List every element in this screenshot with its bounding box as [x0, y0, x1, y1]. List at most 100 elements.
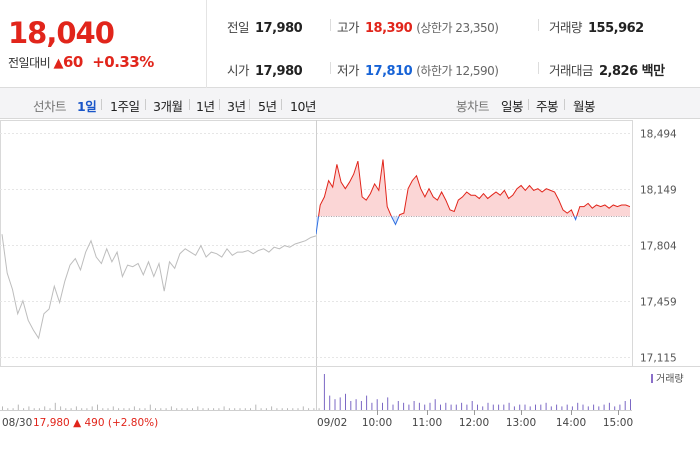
volume-bar	[339, 397, 341, 410]
tab-weekly-candle[interactable]: 주봉	[536, 99, 559, 114]
tab-1year[interactable]: 1년	[196, 99, 215, 114]
volume-bar	[118, 408, 120, 410]
stat-label: 저가	[337, 63, 360, 78]
volume-bar	[160, 408, 162, 410]
prev-session-summary: 17,980 ▲ 490 (+2.80%)	[33, 417, 158, 429]
volume-bar	[566, 404, 568, 410]
fall-area	[316, 216, 630, 235]
x-tick-label: 11:00	[412, 417, 442, 429]
stock-header: 18,040 전일대비 ▲60 +0.33% 전일 17,980 고가 18,390…	[0, 0, 700, 88]
volume-bar	[323, 374, 325, 410]
volume-bar	[360, 401, 362, 410]
divider	[330, 19, 331, 31]
stat-sub: (하한가 12,590)	[416, 64, 499, 78]
current-price: 18,040	[8, 16, 115, 50]
stat-prev-close: 전일 17,980	[227, 17, 303, 36]
volume-bar	[413, 401, 415, 410]
stat-value: 17,980	[255, 21, 303, 36]
volume-bar	[197, 406, 199, 410]
volume-bar	[598, 406, 600, 410]
volume-bar	[223, 406, 225, 410]
stat-label: 전일	[227, 20, 250, 35]
volume-bar	[508, 402, 510, 410]
volume-bar	[535, 404, 536, 410]
volume-bar	[2, 406, 3, 410]
x-tick-label: 10:00	[362, 417, 392, 429]
volume-bar	[12, 408, 14, 410]
volume-bar	[234, 408, 236, 410]
volume-bar	[81, 408, 83, 410]
volume-bar	[250, 408, 251, 410]
volume-bar	[139, 408, 141, 410]
volume-bar	[281, 408, 283, 410]
volume-bar	[112, 406, 114, 410]
volume-bar	[345, 393, 346, 410]
tab-5year[interactable]: 5년	[258, 99, 277, 114]
tab-3month[interactable]: 3개월	[153, 99, 183, 114]
volume-bar	[17, 404, 19, 410]
volume-bar	[260, 408, 262, 410]
volume-bar	[455, 404, 457, 410]
volume-bar	[482, 406, 484, 410]
volume-bar	[445, 402, 447, 410]
volume-bar	[371, 402, 373, 410]
divider	[101, 99, 102, 110]
stat-value: 2,826 백만	[599, 64, 665, 79]
volume-bar	[123, 408, 125, 410]
previous-session-line	[1, 234, 317, 340]
volume-bar	[7, 408, 9, 410]
tab-10year[interactable]: 10년	[290, 99, 316, 114]
volume-bar	[60, 406, 62, 410]
x-tick-label: 13:00	[506, 417, 536, 429]
volume-bar	[608, 402, 610, 410]
volume-bar	[149, 404, 151, 410]
volume-bar	[23, 408, 25, 410]
tab-1week[interactable]: 1주일	[110, 99, 140, 114]
volume-bar	[434, 399, 436, 410]
volume-bar	[350, 401, 352, 410]
volume-bar	[255, 404, 257, 410]
change-value: 60	[63, 53, 83, 71]
volume-bar	[582, 404, 584, 410]
volume-bar	[513, 406, 515, 410]
tab-1day[interactable]: 1일	[77, 99, 97, 114]
chart-grid	[0, 120, 633, 410]
up-arrow-icon: ▲	[53, 56, 64, 71]
volume-bar	[165, 408, 167, 410]
volume-bar	[49, 408, 51, 410]
volume-bar	[54, 402, 56, 410]
period-tab-bar: 선차트 1일 1주일 3개월 1년 3년 5년 10년 봉차트 일봉 주봉 월봉	[0, 88, 700, 119]
volume-bar	[382, 402, 383, 410]
volume-bar	[213, 408, 215, 410]
volume-bar	[540, 404, 542, 410]
price-box: 18,040 전일대비 ▲60 +0.33%	[0, 0, 207, 88]
volume-bar	[186, 408, 188, 410]
volume-bar	[176, 408, 178, 410]
tab-monthly-candle[interactable]: 월봉	[573, 99, 596, 114]
x-tick-label: 12:00	[459, 417, 489, 429]
tab-3year[interactable]: 3년	[227, 99, 246, 114]
volume-bar	[603, 404, 605, 410]
volume-bar	[355, 399, 357, 410]
volume-bar	[86, 408, 88, 410]
volume-bar	[429, 402, 431, 410]
divider	[564, 99, 565, 110]
volume-bar	[556, 404, 558, 410]
volume-bar	[192, 408, 193, 410]
x-axis: 10:00 11:00 12:00 13:00 14:00 15:00 08/30 17,98…	[2, 410, 633, 429]
volume-bar	[91, 406, 93, 410]
tab-daily-candle[interactable]: 일봉	[501, 99, 524, 114]
volume-bar	[545, 402, 547, 410]
volume-bar	[318, 408, 320, 410]
volume-bar	[287, 408, 288, 410]
volume-bar	[450, 404, 452, 410]
volume-bar	[498, 404, 500, 410]
volume-bar	[128, 408, 130, 410]
y-tick-label: 17,804	[640, 241, 677, 253]
volume-bar	[181, 408, 183, 410]
volume-bar	[440, 404, 441, 410]
volume-bar	[75, 406, 77, 410]
volume-bar	[218, 408, 220, 410]
volume-bar	[630, 399, 631, 410]
volume-bar	[244, 408, 246, 410]
